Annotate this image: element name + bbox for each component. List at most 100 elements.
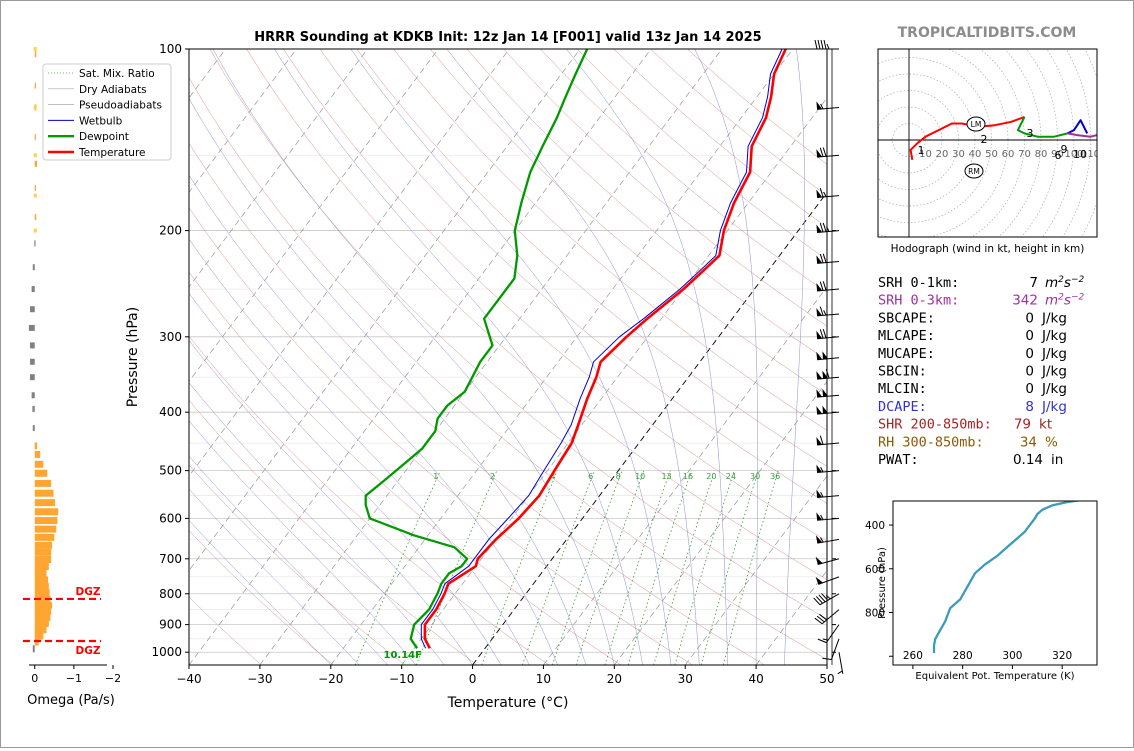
- index-unit: J/kg: [1041, 346, 1067, 362]
- mixing-ratio-group: 1 2 4 6 8 10 13 16 20 24 30 36: [354, 470, 780, 665]
- wind-barb: [814, 39, 839, 50]
- index-value: 0: [1025, 310, 1034, 326]
- mixing-ratio-label: 10: [635, 472, 645, 481]
- wind-barb-flag: [816, 489, 823, 498]
- omega-bar: [34, 479, 52, 487]
- moist-adiabat-line: [694, 49, 758, 665]
- wind-barb-tick: [817, 638, 827, 644]
- omega-bar: [33, 47, 37, 51]
- moist-adiabat-line: [189, 520, 331, 665]
- isotherm-line: [472, 191, 827, 665]
- wind-barb-tick: [819, 147, 824, 157]
- storm-motion-label: LM: [971, 120, 982, 129]
- wind-barb-shaft: [817, 394, 840, 398]
- index-unit: J/kg: [1041, 399, 1067, 415]
- legend-label: Wetbulb: [79, 115, 123, 127]
- dry-adiabat-line: [189, 142, 765, 665]
- dry-adiabat-line: [189, 596, 262, 665]
- hodograph-height-label: 10: [1073, 148, 1087, 161]
- dewpoint-profile-line: [364, 49, 589, 649]
- storm-motion-label: RM: [968, 167, 980, 176]
- x-tick-label: 50: [819, 672, 834, 686]
- dry-adiabat-line: [356, 49, 827, 467]
- x-tick-label: 10: [536, 672, 551, 686]
- omega-bar: [34, 525, 57, 533]
- dry-adiabat-line: [189, 207, 693, 665]
- wind-barb-tick: [823, 191, 827, 197]
- wind-barb-flag: [822, 351, 829, 360]
- omega-bar: [34, 589, 50, 597]
- isotherm-line: [330, 49, 794, 665]
- hodograph-height-label: 3: [1027, 127, 1034, 140]
- index-unit: m2s−2: [1045, 275, 1084, 291]
- omega-bar: [34, 595, 51, 603]
- theta-e-y-tick-label: 400: [865, 520, 885, 532]
- wind-barb-tick: [813, 597, 821, 606]
- index-unit: in: [1051, 452, 1063, 468]
- omega-bar: [32, 264, 35, 271]
- mixing-ratio-label: 24: [726, 472, 736, 481]
- omega-tick-label: −2: [105, 672, 121, 685]
- index-value: 34: [1020, 434, 1037, 450]
- wind-barb-flag: [816, 149, 823, 158]
- wind-barb-shaft: [818, 576, 840, 585]
- omega-bar: [34, 607, 52, 615]
- wetbulb-profile-line: [420, 49, 783, 649]
- wind-barb-tick: [822, 222, 827, 232]
- isotherm-line: [189, 49, 297, 193]
- wind-barb-tick: [822, 281, 827, 291]
- dry-adiabat-line: [189, 77, 827, 660]
- mixing-ratio-label: 16: [683, 472, 693, 481]
- wind-barb-shaft: [817, 336, 840, 340]
- omega-bar: [34, 499, 56, 507]
- omega-bar: [32, 405, 35, 412]
- mixing-ratio-line: [722, 470, 779, 665]
- moist-adiabat-line: [189, 292, 502, 665]
- wind-barb-flag: [816, 436, 823, 445]
- index-value: 79: [1014, 417, 1031, 433]
- wind-barb: [816, 512, 840, 521]
- wind-barb: [816, 253, 840, 264]
- omega-tick-label: 0: [31, 672, 38, 685]
- wind-barb-flag: [815, 535, 823, 544]
- omega-bar: [31, 392, 35, 399]
- wind-barb: [816, 464, 840, 474]
- wind-barb-tick: [822, 328, 827, 339]
- omega-bar: [34, 508, 59, 516]
- hodograph-height-label: 2: [981, 133, 988, 146]
- omega-tick-label: −1: [66, 672, 82, 685]
- wind-barb-tick: [819, 306, 824, 316]
- index-unit: m2s−2: [1045, 293, 1084, 309]
- wind-barb: [816, 489, 840, 499]
- wind-barb-flag: [816, 224, 823, 233]
- wind-barb: [815, 556, 840, 565]
- y-tick-label: 100: [159, 42, 182, 56]
- omega-bar: [33, 153, 37, 158]
- moist-adiabat-line: [189, 340, 473, 665]
- wind-barb-tick: [819, 223, 824, 233]
- wind-barb: [822, 638, 840, 660]
- wind-barb-flag: [816, 464, 823, 473]
- wind-barb-tick: [819, 537, 824, 543]
- moist-adiabat-line: [274, 49, 643, 665]
- x-tick-label: 30: [678, 672, 693, 686]
- wind-barb: [816, 306, 840, 317]
- hodograph-ring-label: 30: [952, 149, 965, 160]
- mixing-ratio-label: 20: [706, 472, 716, 481]
- y-tick-label: 600: [159, 511, 182, 525]
- wind-barb-flag: [816, 389, 823, 398]
- isotherm-line: [189, 49, 510, 477]
- wind-barb-shaft: [817, 106, 840, 110]
- hodograph-ring-label: 20: [936, 149, 949, 160]
- mixing-ratio-line: [551, 470, 623, 665]
- wind-barb: [816, 369, 840, 380]
- wind-barb-tick: [820, 103, 824, 110]
- dry-adiabat-line: [319, 49, 827, 504]
- isotherm-line: [614, 380, 827, 665]
- omega-bar: [34, 185, 36, 192]
- omega-bar: [34, 632, 44, 640]
- y-tick-label: 300: [159, 330, 182, 344]
- index-unit: %: [1045, 434, 1058, 450]
- wind-barb-tick: [837, 670, 843, 675]
- wind-barb-tick: [821, 593, 829, 601]
